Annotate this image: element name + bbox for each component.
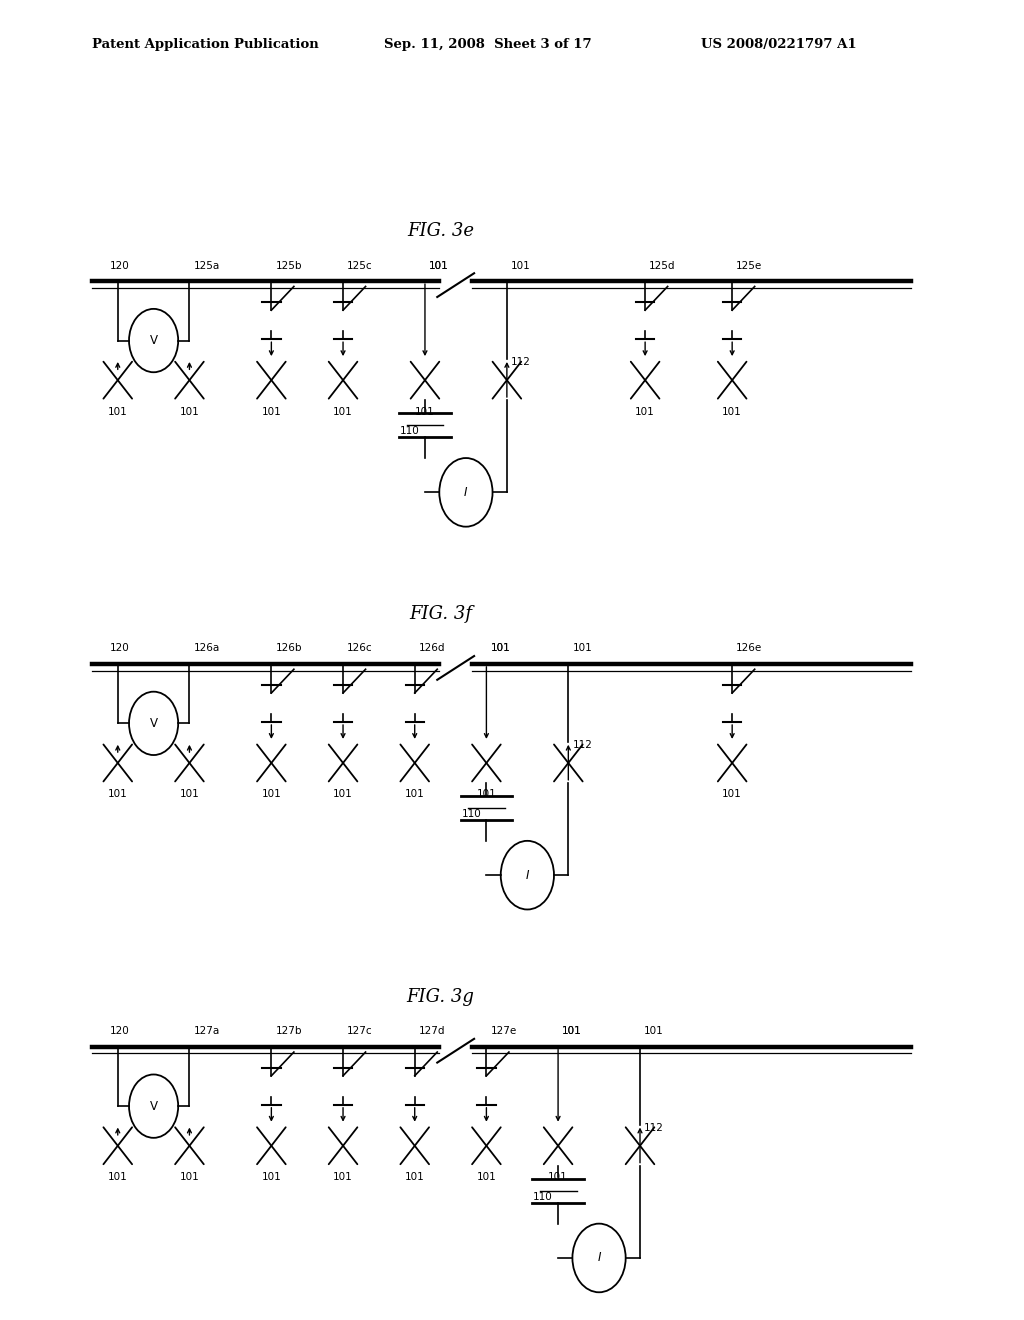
Text: 101: 101 — [261, 789, 282, 800]
Text: 127d: 127d — [419, 1026, 445, 1036]
Text: 101: 101 — [429, 260, 449, 271]
Text: 101: 101 — [429, 260, 449, 271]
Text: 112: 112 — [511, 356, 530, 367]
Text: 125c: 125c — [347, 260, 373, 271]
Text: V: V — [150, 717, 158, 730]
Text: I: I — [525, 869, 529, 882]
Text: 120: 120 — [110, 260, 129, 271]
Text: FIG. 3f: FIG. 3f — [409, 605, 472, 623]
Text: 101: 101 — [490, 643, 510, 653]
Text: 112: 112 — [572, 739, 592, 750]
Text: 126c: 126c — [347, 643, 373, 653]
Text: Patent Application Publication: Patent Application Publication — [92, 38, 318, 51]
Text: 126a: 126a — [194, 643, 220, 653]
Text: 101: 101 — [722, 407, 742, 417]
Text: 101: 101 — [404, 1172, 425, 1183]
Text: 126b: 126b — [275, 643, 302, 653]
Text: 110: 110 — [400, 426, 420, 437]
Text: 101: 101 — [490, 643, 510, 653]
Text: 101: 101 — [511, 260, 530, 271]
Text: I: I — [464, 486, 468, 499]
Text: 101: 101 — [415, 407, 435, 417]
Text: 101: 101 — [476, 1172, 497, 1183]
Text: 101: 101 — [179, 1172, 200, 1183]
Text: 101: 101 — [108, 407, 128, 417]
Text: 101: 101 — [476, 789, 497, 800]
Text: 126d: 126d — [419, 643, 445, 653]
Text: FIG. 3e: FIG. 3e — [407, 222, 474, 240]
Text: 120: 120 — [110, 643, 129, 653]
Text: I: I — [597, 1251, 601, 1265]
Text: 101: 101 — [572, 643, 592, 653]
Text: US 2008/0221797 A1: US 2008/0221797 A1 — [701, 38, 857, 51]
Text: 125b: 125b — [275, 260, 302, 271]
Text: 101: 101 — [562, 1026, 582, 1036]
Text: 101: 101 — [108, 1172, 128, 1183]
Text: 101: 101 — [179, 789, 200, 800]
Text: 101: 101 — [333, 407, 353, 417]
Text: 101: 101 — [108, 789, 128, 800]
Text: V: V — [150, 334, 158, 347]
Text: 127b: 127b — [275, 1026, 302, 1036]
Text: 125d: 125d — [649, 260, 676, 271]
Text: 101: 101 — [635, 407, 655, 417]
Text: 101: 101 — [261, 1172, 282, 1183]
Text: V: V — [150, 1100, 158, 1113]
Text: 101: 101 — [179, 407, 200, 417]
Text: Sep. 11, 2008  Sheet 3 of 17: Sep. 11, 2008 Sheet 3 of 17 — [384, 38, 592, 51]
Text: 120: 120 — [110, 1026, 129, 1036]
Text: 101: 101 — [333, 1172, 353, 1183]
Text: 127c: 127c — [347, 1026, 373, 1036]
Text: 127e: 127e — [490, 1026, 517, 1036]
Text: FIG. 3g: FIG. 3g — [407, 987, 474, 1006]
Text: 110: 110 — [534, 1192, 553, 1203]
Text: 110: 110 — [462, 809, 481, 820]
Text: 101: 101 — [404, 789, 425, 800]
Text: 125e: 125e — [736, 260, 763, 271]
Text: 126e: 126e — [736, 643, 763, 653]
Text: 112: 112 — [644, 1122, 664, 1133]
Text: 125a: 125a — [194, 260, 220, 271]
Text: 101: 101 — [548, 1172, 568, 1183]
Text: 101: 101 — [722, 789, 742, 800]
Text: 101: 101 — [644, 1026, 664, 1036]
Text: 101: 101 — [261, 407, 282, 417]
Text: 101: 101 — [562, 1026, 582, 1036]
Text: 127a: 127a — [194, 1026, 220, 1036]
Text: 101: 101 — [333, 789, 353, 800]
